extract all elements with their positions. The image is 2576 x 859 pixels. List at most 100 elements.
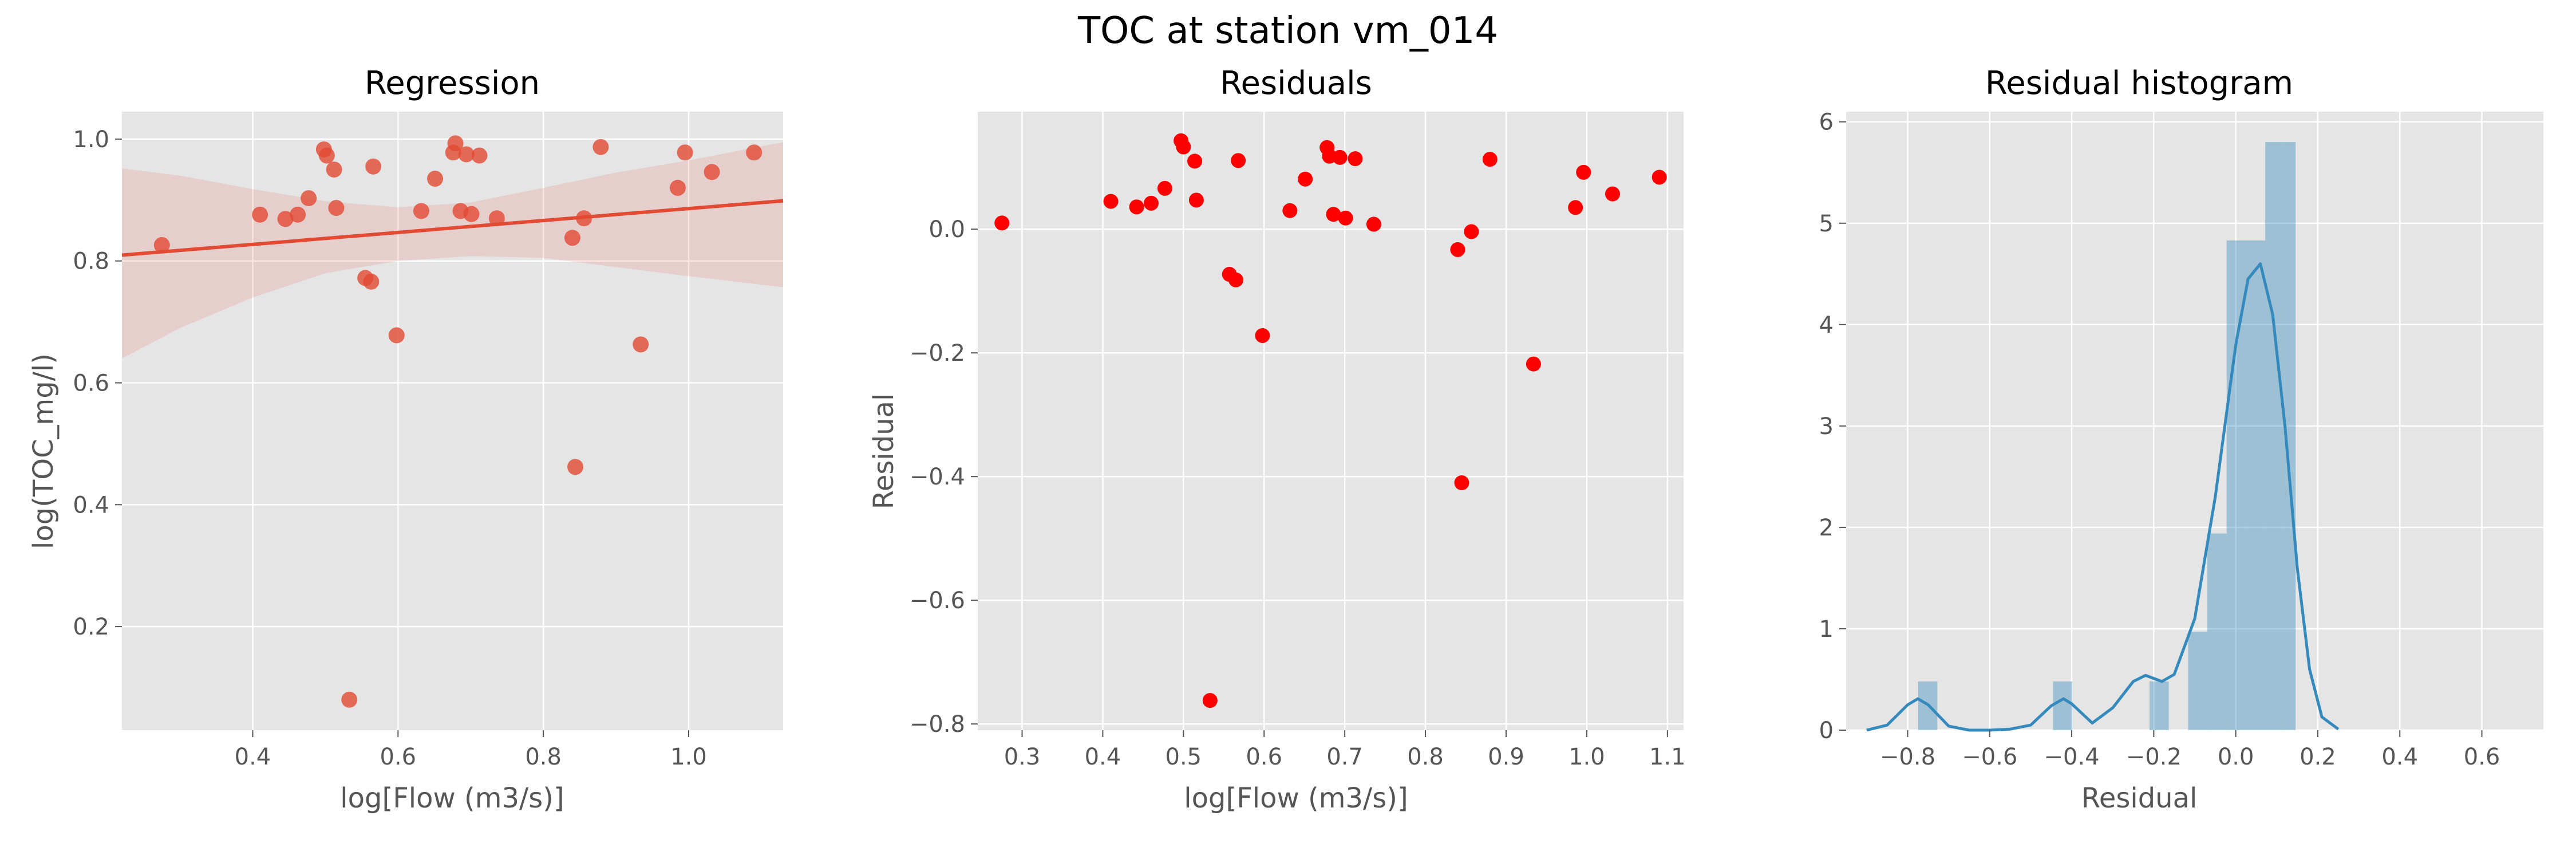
regression-title: Regression <box>365 65 540 102</box>
histogram-kde-curve <box>1866 262 2340 732</box>
residuals-x-tick-label: 0.9 <box>1488 744 1524 770</box>
residuals-point <box>1605 186 1620 202</box>
regression-point <box>427 171 444 187</box>
regression-point <box>363 273 380 290</box>
regression-point <box>746 144 762 161</box>
histogram-bar <box>2265 142 2285 731</box>
residuals-x-tick-label: 1.0 <box>1568 744 1605 770</box>
residuals-point <box>1188 192 1204 208</box>
residuals-point <box>1143 195 1159 211</box>
regression-point <box>564 230 580 246</box>
histogram-bar <box>2207 533 2227 730</box>
regression-y-tick-label: 0.8 <box>73 249 109 275</box>
histogram-subplot: Residual histogram Residual −0.8 −0.6 −0.4… <box>1819 65 2543 814</box>
regression-y-axis-label: log(TOC_mg/l) <box>27 353 60 549</box>
regression-point <box>633 336 649 353</box>
residuals-y-tick-label: −0.6 <box>910 588 965 614</box>
regression-point <box>328 200 345 216</box>
residuals-point <box>1326 207 1341 222</box>
regression-point <box>576 210 592 227</box>
residuals-x-axis-label: log[Flow (m3/s)] <box>1184 782 1408 814</box>
regression-confidence-band <box>122 142 783 358</box>
residuals-point <box>1450 242 1465 257</box>
regression-x-tick-label: 1.0 <box>670 744 707 770</box>
residuals-y-tick-label: −0.4 <box>910 464 965 490</box>
residuals-point <box>1482 152 1498 167</box>
regression-plot-area: 0.4 0.6 0.8 1.0 0.2 0.4 0.6 0.8 1.0 <box>73 112 784 770</box>
histogram-y-tick-label: 0 <box>1819 718 1834 744</box>
regression-point <box>290 206 306 223</box>
regression-point <box>463 206 480 222</box>
residuals-point <box>1576 164 1591 180</box>
regression-point <box>413 203 429 219</box>
residuals-point <box>1338 210 1353 226</box>
histogram-bar <box>2226 240 2246 731</box>
residuals-point <box>1332 149 1348 165</box>
residuals-point <box>1157 180 1172 196</box>
regression-point <box>301 190 317 207</box>
regression-x-tick-label: 0.6 <box>380 744 416 770</box>
histogram-x-tick-label: 0.2 <box>2300 744 2336 770</box>
histogram-y-tick-label: 4 <box>1819 312 1834 338</box>
regression-point <box>341 691 358 708</box>
residuals-point <box>1282 203 1298 218</box>
residuals-point <box>1464 224 1479 239</box>
residuals-subplot: Residuals log[Flow (m3/s)] Residual 0.3 0… <box>868 65 1686 814</box>
regression-point <box>704 164 720 180</box>
histogram-axes-background <box>1846 112 2543 730</box>
residuals-x-tick-label: 0.7 <box>1326 744 1363 770</box>
regression-point <box>669 180 686 196</box>
regression-y-tick-label: 0.6 <box>73 370 109 396</box>
regression-point <box>318 147 335 164</box>
residuals-point <box>1176 139 1191 155</box>
residuals-x-tick-label: 0.6 <box>1246 744 1282 770</box>
regression-fit-line <box>121 199 784 257</box>
residuals-y-tick-label: −0.2 <box>910 340 965 367</box>
regression-point <box>388 327 405 344</box>
residuals-point <box>1255 328 1270 343</box>
residuals-plot-area: 0.3 0.4 0.5 0.6 0.7 0.8 0.9 1.0 1.1 −0.8 −0.6 −0.4 −… <box>910 112 1686 770</box>
residuals-point <box>1231 153 1246 168</box>
histogram-x-tick-label: −0.4 <box>2044 744 2099 770</box>
residuals-point <box>1103 194 1119 209</box>
histogram-bar <box>2188 632 2208 730</box>
histogram-y-tick-label: 6 <box>1819 109 1834 136</box>
histogram-bar <box>2053 681 2073 730</box>
residuals-point <box>1652 170 1667 185</box>
regression-x-axis-label: log[Flow (m3/s)] <box>340 782 564 814</box>
regression-point <box>471 147 488 164</box>
regression-x-tick-label: 0.4 <box>235 744 271 770</box>
histogram-x-tick-label: −0.2 <box>2126 744 2182 770</box>
histogram-plot-area: −0.8 −0.6 −0.4 −0.2 0.0 0.2 0.4 0.6 0 1 2 3 4 5 6 <box>1819 109 2543 770</box>
histogram-x-tick-label: 0.6 <box>2464 744 2500 770</box>
histogram-x-tick-label: 0.4 <box>2381 744 2418 770</box>
regression-point <box>153 237 170 254</box>
residuals-x-tick-label: 0.5 <box>1165 744 1202 770</box>
regression-y-tick-label: 1.0 <box>73 127 109 153</box>
residuals-y-tick-label: 0.0 <box>929 216 965 243</box>
regression-subplot: Regression log[Flow (m3/s)] log(TOC_mg/l… <box>27 65 784 814</box>
histogram-x-tick-label: −0.8 <box>1880 744 1935 770</box>
regression-point <box>592 139 609 155</box>
residuals-point <box>1568 200 1583 215</box>
histogram-title: Residual histogram <box>1985 65 2293 102</box>
residuals-x-tick-label: 0.3 <box>1004 744 1041 770</box>
regression-point <box>447 135 464 152</box>
residuals-point <box>1129 199 1144 215</box>
regression-x-tick-label: 0.8 <box>525 744 562 770</box>
residuals-point <box>1187 153 1203 169</box>
residuals-x-tick-label: 1.1 <box>1649 744 1686 770</box>
histogram-x-tick-label: 0.0 <box>2218 744 2254 770</box>
residuals-point <box>1454 475 1469 490</box>
histogram-x-tick-label: −0.6 <box>1962 744 2017 770</box>
regression-point <box>277 211 294 227</box>
regression-point <box>252 206 268 223</box>
residuals-point <box>1526 356 1541 372</box>
regression-point <box>458 146 475 163</box>
regression-point <box>365 158 382 175</box>
histogram-bar <box>2284 142 2296 731</box>
residuals-x-tick-label: 0.8 <box>1407 744 1444 770</box>
residuals-point <box>1298 171 1313 187</box>
residuals-point <box>1348 151 1363 167</box>
